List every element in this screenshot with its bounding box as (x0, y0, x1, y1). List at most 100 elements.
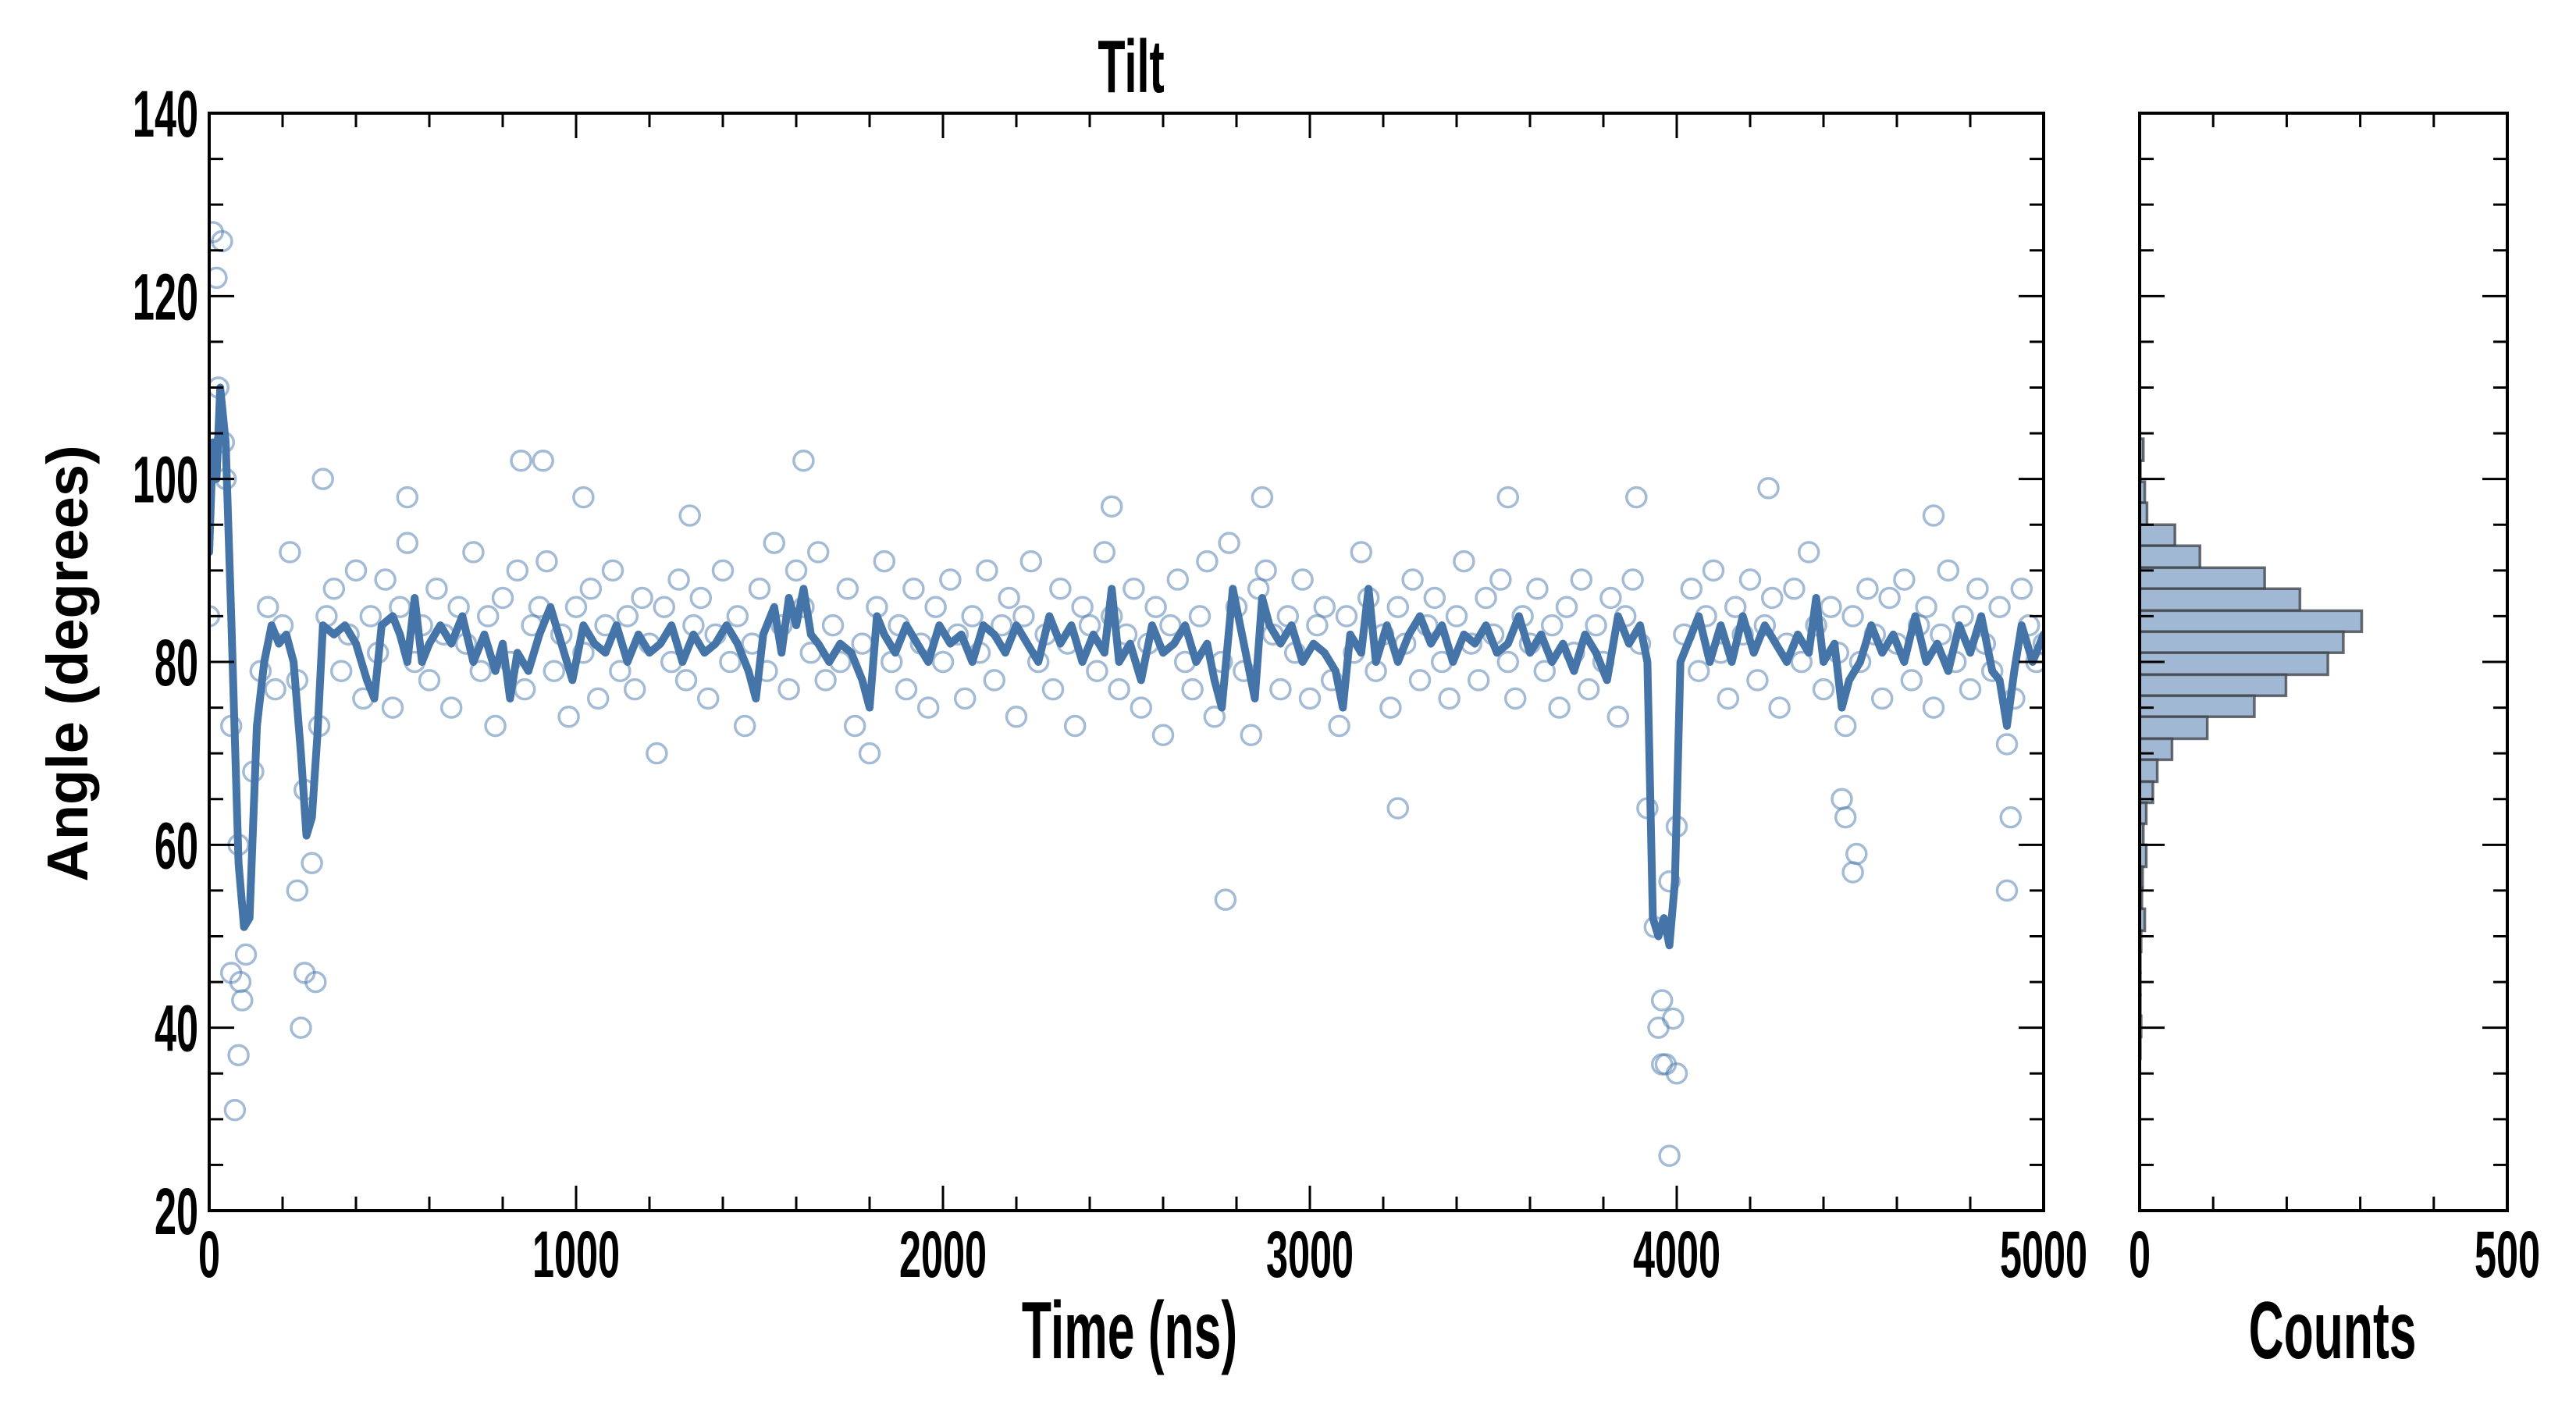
scatter-point (1680, 578, 1703, 600)
y-tick-label: 140 (133, 77, 198, 151)
scatter-point (843, 714, 866, 738)
scatter-point (902, 578, 925, 600)
scatter-point (763, 532, 786, 554)
scatter-point (689, 586, 713, 610)
scatter-point (1159, 614, 1182, 637)
plot-clip-group (209, 221, 2044, 1167)
histogram-bar (2138, 630, 2345, 655)
smoothed-line (209, 383, 2044, 950)
scatter-point (279, 541, 301, 564)
scatter-point (931, 650, 955, 674)
scatter-point (1386, 797, 1410, 820)
scatter-point (572, 486, 595, 509)
scatter-point (821, 614, 845, 637)
scatter-point (836, 578, 859, 600)
histogram-bar (2138, 609, 2364, 634)
scatter-point (439, 696, 463, 719)
x-tick-label: 3000 (1266, 1218, 1354, 1292)
scatter-point (579, 578, 603, 600)
scatter-point (1783, 578, 1806, 600)
scatter-point (1650, 989, 1674, 1012)
y-tick-label: 120 (133, 260, 198, 334)
scatter-point (469, 660, 493, 682)
scatter-point (286, 879, 309, 902)
scatter-point (1108, 678, 1130, 701)
scatter-point (1841, 861, 1864, 884)
scatter-point (506, 559, 529, 582)
scatter-point (1577, 678, 1600, 701)
y-axis-label: Angle (degrees) (35, 445, 100, 881)
scatter-point (1606, 706, 1630, 728)
scatter-point (1585, 614, 1607, 637)
scatter-point (601, 559, 624, 582)
histogram-bar (2138, 566, 2266, 591)
scatter-point (990, 614, 1013, 637)
scatter-plot-area (209, 221, 2044, 1167)
scatter-point (1423, 586, 1446, 610)
scatter-point (1999, 806, 2022, 829)
scatter-point (1746, 669, 1769, 692)
scatter-point (1496, 650, 1520, 674)
scatter-point (1893, 568, 1916, 591)
scatter-point (1005, 706, 1028, 728)
scatter-point (1100, 495, 1123, 518)
scatter-point (1900, 669, 1923, 692)
scatter-point (646, 742, 668, 765)
scatter-point (1166, 568, 1190, 591)
scatter-point (1386, 596, 1410, 618)
histogram-x-tick-label: 0 (2129, 1218, 2151, 1292)
scatter-point (1841, 605, 1864, 628)
scatter-point (711, 559, 735, 582)
x-tick-label: 2000 (899, 1218, 987, 1292)
x-tick-label: 1000 (532, 1218, 620, 1292)
histogram-bar (2138, 694, 2256, 719)
scatter-point (1247, 578, 1270, 600)
scatter-point (476, 605, 500, 628)
scatter-point (1625, 486, 1648, 509)
scatter-point (674, 669, 698, 692)
scatter-point (2010, 578, 2033, 600)
scatter-point (1240, 724, 1263, 746)
x-tick-label: 5000 (2000, 1218, 2087, 1292)
scatter-point (418, 669, 441, 692)
y-tick-label: 20 (155, 1175, 198, 1249)
scatter-point (1548, 696, 1571, 719)
scatter-point (880, 650, 903, 674)
chart-title: Tilt (1098, 24, 1164, 108)
scatter-point (1555, 596, 1578, 618)
scatter-point (733, 714, 756, 738)
scatter-point (513, 678, 536, 701)
scatter-point (1915, 596, 1937, 618)
y-tick-label: 40 (155, 991, 198, 1065)
scatter-point (1123, 578, 1145, 600)
scatter-point (1570, 568, 1593, 591)
scatter-point (311, 468, 334, 490)
x-axis-label: Time (ns) (1022, 1286, 1237, 1376)
scatter-point (1467, 669, 1490, 692)
scatter-point (1658, 870, 1681, 893)
scatter-point (425, 578, 448, 600)
histogram-bar (2138, 758, 2159, 784)
scatter-point (301, 852, 323, 875)
scatter-point (858, 742, 881, 765)
scatter-point (792, 449, 815, 472)
scatter-point (1078, 614, 1101, 637)
scatter-point (532, 449, 554, 472)
scatter-point (1922, 696, 1945, 719)
scatter-point (726, 605, 749, 628)
scatter-point (322, 578, 346, 600)
scatter-point (315, 605, 338, 628)
scatter-point (491, 586, 514, 610)
scatter-point (1952, 605, 1974, 628)
scatter-point (1298, 687, 1322, 710)
scatter-point (777, 678, 800, 701)
scatter-point (924, 596, 947, 618)
histogram-x-tick-label: 500 (2475, 1218, 2540, 1292)
scatter-point (1831, 788, 1853, 810)
histogram-bar (2138, 587, 2302, 613)
x-tick-label: 4000 (1633, 1218, 1720, 1292)
scatter-point (1313, 596, 1336, 618)
scatter-point (998, 586, 1020, 610)
scatter-point (1071, 596, 1094, 618)
y-tick-label: 100 (133, 443, 198, 517)
